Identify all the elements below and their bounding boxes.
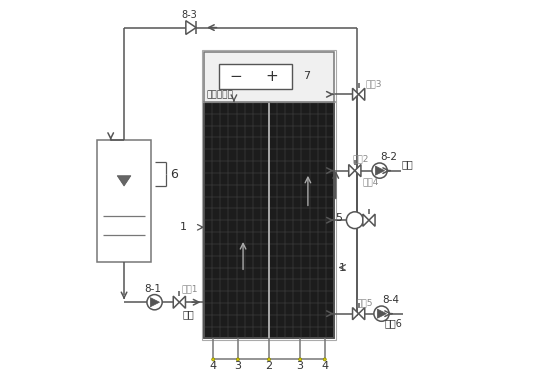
Polygon shape xyxy=(377,309,386,318)
Polygon shape xyxy=(352,88,359,101)
Polygon shape xyxy=(173,296,179,308)
Circle shape xyxy=(374,306,389,321)
Bar xyxy=(204,52,334,102)
Text: 1: 1 xyxy=(338,262,345,272)
Text: 8-1: 8-1 xyxy=(144,284,161,293)
Bar xyxy=(97,140,151,262)
Text: 4: 4 xyxy=(321,361,328,371)
Text: 2: 2 xyxy=(265,361,273,371)
Text: +: + xyxy=(265,69,278,84)
Text: 7: 7 xyxy=(303,71,310,81)
Bar xyxy=(220,64,292,89)
Text: 阀门2: 阀门2 xyxy=(353,154,369,163)
Polygon shape xyxy=(349,164,355,177)
Text: 进水: 进水 xyxy=(182,309,194,319)
Text: 阀门1: 阀门1 xyxy=(181,284,198,293)
Bar xyxy=(202,101,336,340)
Text: 阀门5: 阀门5 xyxy=(357,298,373,307)
Polygon shape xyxy=(359,88,365,101)
Circle shape xyxy=(147,295,162,310)
Polygon shape xyxy=(186,21,196,34)
Polygon shape xyxy=(179,296,186,308)
Text: 5: 5 xyxy=(336,213,343,223)
Text: 8-4: 8-4 xyxy=(383,295,399,305)
Text: 8-3: 8-3 xyxy=(181,10,197,20)
Text: 阀门4: 阀门4 xyxy=(363,177,379,186)
Circle shape xyxy=(372,163,387,178)
Text: 3: 3 xyxy=(235,361,242,371)
Text: 6: 6 xyxy=(170,168,178,181)
Bar xyxy=(202,50,336,102)
Circle shape xyxy=(323,358,326,361)
Polygon shape xyxy=(355,164,361,177)
Polygon shape xyxy=(117,176,131,186)
Text: 8-2: 8-2 xyxy=(380,152,398,162)
Text: 1: 1 xyxy=(180,222,187,232)
Text: 阀门3: 阀门3 xyxy=(365,80,382,89)
Circle shape xyxy=(299,358,302,361)
Bar xyxy=(204,102,334,339)
Text: 可揭开顶盖: 可揭开顶盖 xyxy=(206,90,233,99)
Circle shape xyxy=(346,212,363,229)
Polygon shape xyxy=(369,214,375,226)
Circle shape xyxy=(212,358,215,361)
Circle shape xyxy=(236,358,239,361)
Text: −: − xyxy=(229,69,242,84)
Polygon shape xyxy=(352,308,359,320)
Polygon shape xyxy=(359,308,365,320)
Text: 3: 3 xyxy=(296,361,303,371)
Polygon shape xyxy=(150,298,160,307)
Text: 排入6: 排入6 xyxy=(384,318,402,328)
Circle shape xyxy=(267,358,271,361)
Polygon shape xyxy=(363,214,369,226)
Text: 4: 4 xyxy=(210,361,217,371)
Polygon shape xyxy=(376,166,385,175)
Text: 出水: 出水 xyxy=(402,159,414,169)
